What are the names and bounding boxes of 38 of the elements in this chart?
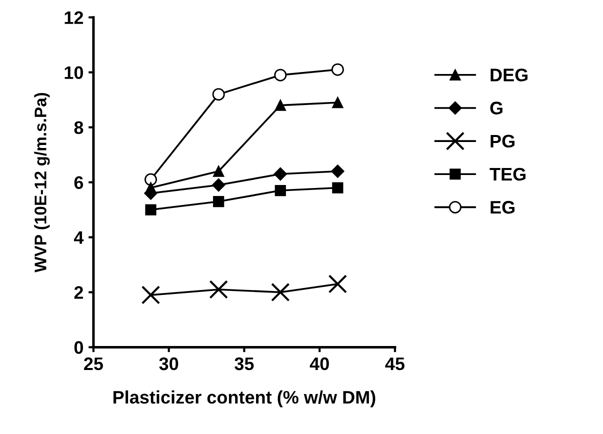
point (271, 282, 290, 302)
point (212, 88, 225, 101)
legend-label: TEG (490, 168, 526, 181)
point (145, 182, 156, 194)
y-tick-label: 4 (74, 231, 84, 244)
x-tick-label: 45 (385, 358, 405, 370)
y-axis-title: WVP (10E-12 g/m.s.Pa) (34, 92, 50, 272)
x-tick-label: 30 (159, 357, 178, 370)
legend-label: G (490, 102, 502, 114)
point (328, 274, 348, 294)
x-tick-label: 25 (84, 357, 104, 370)
point (213, 196, 224, 208)
legend-label: EG (490, 200, 514, 214)
point (212, 178, 226, 192)
x-axis-title: Plasticizer content (% w/w DM) (114, 390, 376, 408)
y-tick-label: 6 (74, 176, 84, 189)
y-tick-label: 10 (64, 66, 84, 80)
x-tick-label: 35 (234, 357, 254, 370)
legend-label: PG (490, 134, 514, 148)
point (274, 100, 286, 111)
point (145, 204, 156, 216)
point (274, 167, 287, 181)
point (141, 286, 160, 304)
y-tick-label: 8 (74, 121, 84, 134)
point (213, 166, 224, 177)
x-tick-label: 40 (310, 357, 329, 370)
point (209, 280, 228, 299)
y-tick-label: 0 (74, 341, 84, 354)
point (332, 182, 344, 194)
point (332, 97, 344, 108)
point (331, 63, 344, 76)
point (331, 164, 344, 178)
legend-label: DEG (490, 68, 528, 82)
point (144, 173, 157, 186)
point (274, 68, 287, 82)
y-tick-label: 2 (74, 286, 84, 299)
point (274, 184, 286, 196)
y-tick-label: 12 (64, 11, 84, 24)
